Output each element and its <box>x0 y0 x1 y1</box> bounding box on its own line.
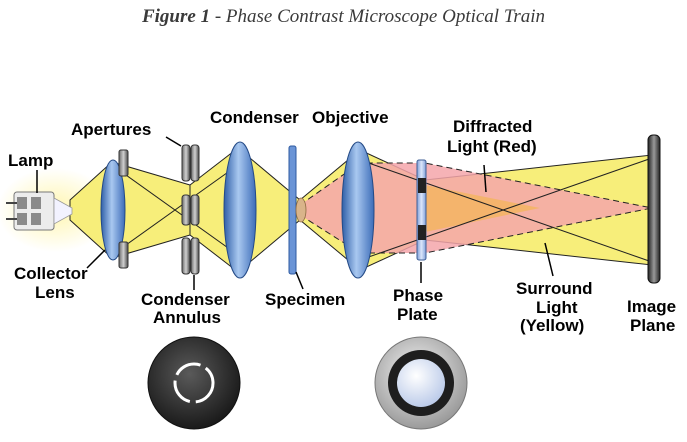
label-annulus-line2: Annulus <box>153 308 221 327</box>
objective-lens <box>341 141 375 279</box>
label-annulus-line1: Condenser <box>141 290 230 309</box>
label-phase-line2: Plate <box>397 305 438 324</box>
phase-plate-face-view <box>374 336 468 430</box>
lamp <box>6 191 73 231</box>
condenser-annulus <box>181 144 200 275</box>
label-phase-line1: Phase <box>393 286 443 305</box>
leader-lines <box>36 136 554 290</box>
label-surround-line1: Surround <box>516 279 593 298</box>
label-image-line2: Plane <box>630 316 675 335</box>
label-diffracted-line2: Light (Red) <box>447 137 537 156</box>
condenser-annulus-face-view <box>147 336 241 430</box>
condenser-lens <box>223 141 257 279</box>
label-diffracted-line1: Diffracted <box>453 117 532 136</box>
specimen-slide <box>288 145 307 275</box>
label-apertures: Apertures <box>71 120 151 139</box>
figure-title-separator: - <box>210 6 226 27</box>
label-condenser: Condenser <box>210 108 299 127</box>
label-objective: Objective <box>312 108 389 127</box>
ray-lines <box>111 157 653 263</box>
image-plane <box>647 134 661 284</box>
label-collector-line1: Collector <box>14 264 88 283</box>
phase-plate <box>416 159 427 261</box>
figure-title: Figure 1 - Phase Contrast Microscope Opt… <box>0 6 687 28</box>
apertures <box>118 149 129 269</box>
diffracted-light-beam <box>299 162 653 254</box>
label-specimen: Specimen <box>265 290 345 309</box>
collector-lens <box>100 159 126 261</box>
figure-title-text: Phase Contrast Microscope Optical Train <box>225 6 546 27</box>
label-collector-line2: Lens <box>35 283 75 302</box>
figure-number: Figure 1 <box>141 6 211 27</box>
label-surround-line2: Light <box>536 298 578 317</box>
label-image-line1: Image <box>627 297 676 316</box>
label-lamp: Lamp <box>8 151 53 170</box>
label-surround-line3: (Yellow) <box>520 316 584 335</box>
